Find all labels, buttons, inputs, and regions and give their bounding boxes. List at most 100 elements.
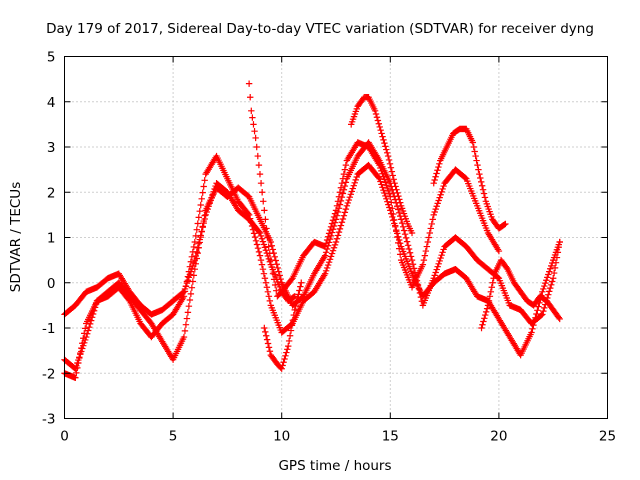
data-point	[257, 256, 265, 264]
data-point	[341, 182, 349, 190]
data-point	[336, 201, 344, 208]
data-point	[378, 130, 385, 137]
data-point	[439, 185, 446, 193]
data-point	[389, 213, 396, 221]
data-point	[345, 196, 353, 204]
data-point	[485, 297, 493, 305]
data-point	[547, 265, 554, 272]
data-point	[386, 160, 394, 168]
data-point	[543, 277, 550, 284]
data-point	[261, 324, 268, 332]
data-point	[433, 203, 440, 210]
data-point	[270, 276, 278, 283]
data-point	[186, 296, 194, 304]
data-point	[280, 359, 287, 366]
data-point	[433, 266, 440, 273]
x-tick-label: 10	[273, 429, 290, 445]
data-point	[440, 246, 447, 253]
data-point	[348, 188, 355, 195]
data-point	[377, 178, 384, 185]
data-point	[181, 327, 189, 335]
data-point	[194, 220, 201, 227]
data-point	[385, 187, 392, 195]
data-point	[189, 278, 197, 285]
data-point	[335, 228, 343, 236]
data-point	[406, 249, 414, 256]
data-point	[338, 193, 346, 201]
data-point	[258, 189, 266, 196]
data-point	[382, 192, 389, 200]
data-point	[255, 228, 263, 235]
data-marks	[61, 80, 563, 381]
x-tick-label: 20	[490, 429, 507, 445]
data-point	[394, 233, 402, 240]
data-point	[329, 226, 337, 233]
y-tick-label: 3	[47, 140, 56, 156]
data-point	[255, 161, 263, 169]
data-point	[481, 194, 489, 201]
data-point	[387, 207, 394, 214]
data-point	[268, 242, 276, 249]
data-point	[282, 352, 289, 359]
data-point	[182, 321, 190, 328]
data-point	[387, 164, 395, 171]
data-point	[376, 123, 383, 131]
data-point	[434, 200, 441, 207]
data-point	[483, 305, 491, 312]
data-point	[538, 312, 545, 319]
data-point	[391, 220, 398, 227]
data-point	[435, 260, 442, 268]
tick-marks	[64, 56, 608, 419]
data-point	[82, 325, 89, 332]
data-point	[191, 238, 199, 246]
data-point	[339, 215, 347, 223]
data-point	[249, 226, 257, 233]
data-point	[351, 179, 358, 186]
data-point	[391, 180, 398, 187]
data-point	[436, 160, 443, 168]
data-point	[261, 207, 268, 214]
data-point	[264, 288, 272, 295]
data-point	[185, 274, 193, 281]
data-point	[257, 180, 265, 187]
data-point	[422, 247, 430, 255]
data-point	[394, 206, 402, 213]
data-point	[265, 293, 273, 300]
data-point	[296, 287, 303, 294]
data-point	[266, 297, 274, 305]
data-point	[487, 288, 495, 295]
data-point	[341, 166, 349, 173]
data-point	[390, 176, 397, 183]
data-point	[258, 235, 266, 242]
data-point	[337, 222, 345, 229]
data-point	[339, 190, 347, 197]
data-point	[384, 152, 392, 160]
data-point	[546, 268, 553, 275]
x-tick-label: 15	[382, 429, 399, 445]
data-point	[503, 264, 510, 272]
x-tick-label: 0	[60, 429, 69, 445]
data-point	[396, 196, 403, 203]
data-point	[81, 330, 88, 337]
data-point	[197, 201, 204, 209]
x-tick-label: 5	[169, 429, 178, 445]
data-point	[376, 175, 383, 182]
data-point	[426, 229, 433, 237]
data-point	[200, 217, 207, 225]
data-point	[295, 291, 302, 298]
data-point	[332, 238, 340, 246]
data-point	[198, 228, 205, 235]
data-point	[75, 359, 82, 367]
data-point	[78, 344, 85, 352]
data-point	[251, 233, 259, 241]
data-point	[255, 248, 263, 256]
data-point	[340, 212, 348, 219]
data-point	[334, 232, 342, 239]
data-point	[199, 189, 206, 196]
data-point	[434, 263, 441, 270]
data-point	[260, 241, 268, 248]
y-tick-label: 4	[47, 95, 56, 111]
data-point	[383, 149, 391, 157]
data-point	[482, 311, 489, 319]
data-point	[371, 107, 379, 114]
